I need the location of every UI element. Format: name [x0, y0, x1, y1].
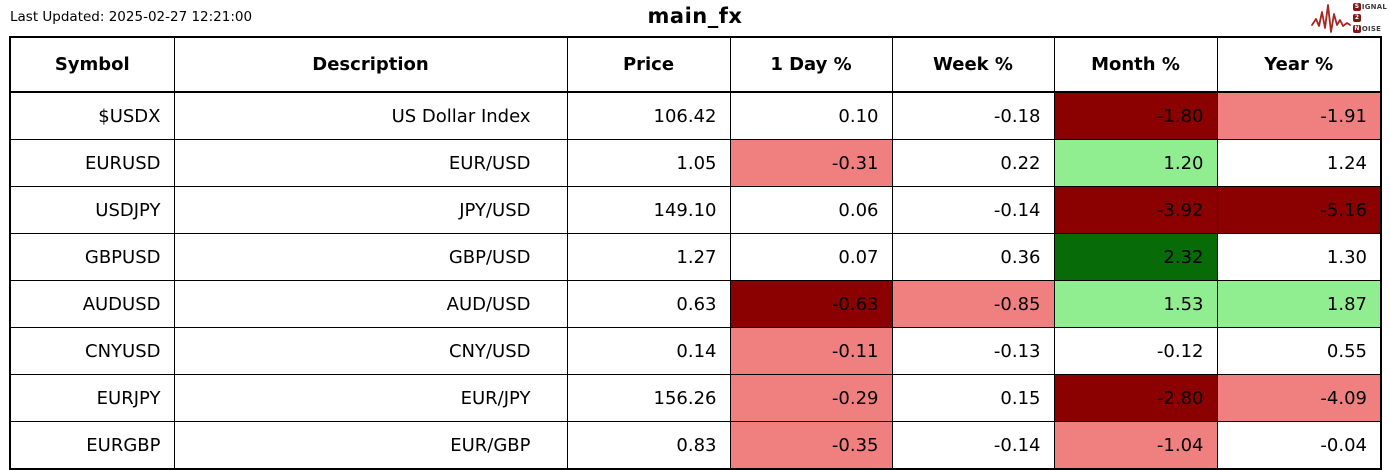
cell-price: 149.10 [566, 186, 731, 234]
cell-week-pct: -0.14 [891, 186, 1055, 234]
cell-day-pct: 0.07 [729, 233, 893, 281]
column-header-price: Price [566, 36, 731, 93]
fx-table: Symbol Description Price 1 Day % Week % Month… [9, 36, 1382, 470]
cell-description: GBP/USD [173, 233, 568, 281]
cell-month-pct: -3.92 [1053, 186, 1218, 234]
cell-day-pct: -0.29 [729, 374, 893, 422]
cell-year-pct: 1.30 [1216, 233, 1382, 281]
cell-symbol: AUDUSD [9, 280, 175, 328]
cell-description: AUD/USD [173, 280, 568, 328]
cell-day-pct: -0.11 [729, 327, 893, 375]
cell-symbol: EURUSD [9, 139, 175, 187]
cell-price: 0.83 [566, 421, 731, 470]
table-row: EURGBP EUR/GBP 0.83 -0.35 -0.14 -1.04 -0.04 [9, 421, 1382, 470]
logo-line-signal: S IGNAL [1352, 2, 1387, 13]
table-body: $USDX US Dollar Index 106.42 0.10 -0.18 -1.80… [9, 91, 1382, 470]
cell-price: 0.63 [566, 280, 731, 328]
logo-letter-2: 2 [1352, 14, 1361, 22]
cell-year-pct: 1.24 [1216, 139, 1382, 187]
cell-symbol: EURGBP [9, 421, 175, 470]
cell-week-pct: -0.18 [891, 91, 1055, 140]
cell-month-pct: -2.80 [1053, 374, 1218, 422]
cell-week-pct: 0.22 [891, 139, 1055, 187]
cell-symbol: EURJPY [9, 374, 175, 422]
cell-price: 1.05 [566, 139, 731, 187]
cell-week-pct: -0.13 [891, 327, 1055, 375]
cell-price: 0.14 [566, 327, 731, 375]
cell-price: 156.26 [566, 374, 731, 422]
column-header-year-pct: Year % [1216, 36, 1382, 93]
column-header-month-pct: Month % [1053, 36, 1218, 93]
cell-week-pct: 0.36 [891, 233, 1055, 281]
table-row: $USDX US Dollar Index 106.42 0.10 -0.18 -1.80… [9, 91, 1382, 140]
cell-week-pct: 0.15 [891, 374, 1055, 422]
cell-day-pct: 0.06 [729, 186, 893, 234]
cell-month-pct: -0.12 [1053, 327, 1218, 375]
cell-price: 1.27 [566, 233, 731, 281]
cell-month-pct: -1.80 [1053, 91, 1218, 140]
cell-description: JPY/USD [173, 186, 568, 234]
cell-week-pct: -0.85 [891, 280, 1055, 328]
column-header-symbol: Symbol [9, 36, 175, 93]
cell-price: 106.42 [566, 91, 731, 140]
logo-rest-ignal: IGNAL [1361, 3, 1387, 11]
cell-month-pct: 1.20 [1053, 139, 1218, 187]
cell-symbol: CNYUSD [9, 327, 175, 375]
cell-year-pct: -5.16 [1216, 186, 1382, 234]
table-row: USDJPY JPY/USD 149.10 0.06 -0.14 -3.92 -5.16 [9, 186, 1382, 234]
cell-day-pct: -0.35 [729, 421, 893, 470]
cell-year-pct: 0.55 [1216, 327, 1382, 375]
cell-day-pct: -0.63 [729, 280, 893, 328]
table-row: GBPUSD GBP/USD 1.27 0.07 0.36 2.32 1.30 [9, 233, 1382, 281]
cell-symbol: GBPUSD [9, 233, 175, 281]
logo-letter-n: N [1352, 25, 1361, 33]
cell-day-pct: 0.10 [729, 91, 893, 140]
signal-waveform-icon [1311, 4, 1351, 33]
logo-letter-s: S [1352, 3, 1361, 11]
cell-description: US Dollar Index [173, 91, 568, 140]
table-row: EURJPY EUR/JPY 156.26 -0.29 0.15 -2.80 -4.09 [9, 374, 1382, 422]
column-header-description: Description [173, 36, 568, 93]
table-row: AUDUSD AUD/USD 0.63 -0.63 -0.85 1.53 1.87 [9, 280, 1382, 328]
cell-symbol: $USDX [9, 91, 175, 140]
logo-rest-oise: OISE [1361, 25, 1382, 33]
cell-month-pct: -1.04 [1053, 421, 1218, 470]
logo-line-2: 2 [1352, 13, 1387, 24]
page-title: main_fx [647, 4, 743, 28]
cell-description: EUR/JPY [173, 374, 568, 422]
table-row: EURUSD EUR/USD 1.05 -0.31 0.22 1.20 1.24 [9, 139, 1382, 187]
cell-month-pct: 2.32 [1053, 233, 1218, 281]
header-row: Symbol Description Price 1 Day % Week % Month… [9, 36, 1382, 93]
cell-day-pct: -0.31 [729, 139, 893, 187]
cell-symbol: USDJPY [9, 186, 175, 234]
cell-week-pct: -0.14 [891, 421, 1055, 470]
logo-text: S IGNAL 2 N OISE [1352, 2, 1387, 35]
logo-line-noise: N OISE [1352, 24, 1387, 35]
cell-description: EUR/USD [173, 139, 568, 187]
last-updated-text: Last Updated: 2025-02-27 12:21:00 [10, 9, 253, 25]
logo: S IGNAL 2 N OISE [1310, 1, 1387, 35]
table-row: CNYUSD CNY/USD 0.14 -0.11 -0.13 -0.12 0.55 [9, 327, 1382, 375]
cell-year-pct: -0.04 [1216, 421, 1382, 470]
cell-year-pct: -4.09 [1216, 374, 1382, 422]
column-header-day-pct: 1 Day % [729, 36, 893, 93]
column-header-week-pct: Week % [891, 36, 1055, 93]
cell-year-pct: -1.91 [1216, 91, 1382, 140]
cell-month-pct: 1.53 [1053, 280, 1218, 328]
cell-description: CNY/USD [173, 327, 568, 375]
cell-year-pct: 1.87 [1216, 280, 1382, 328]
cell-description: EUR/GBP [173, 421, 568, 470]
